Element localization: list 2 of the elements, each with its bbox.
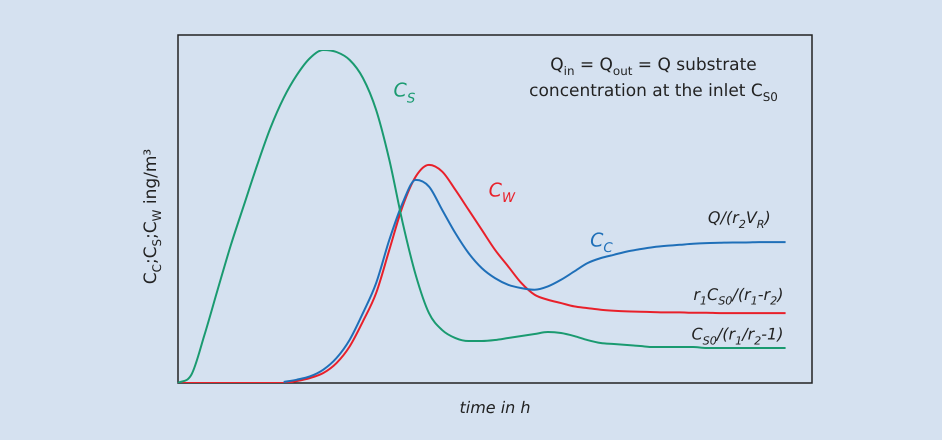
x-axis-title: time in h xyxy=(459,398,531,417)
y-axis-title: CC;CS;CW ing/m³ xyxy=(141,148,164,284)
